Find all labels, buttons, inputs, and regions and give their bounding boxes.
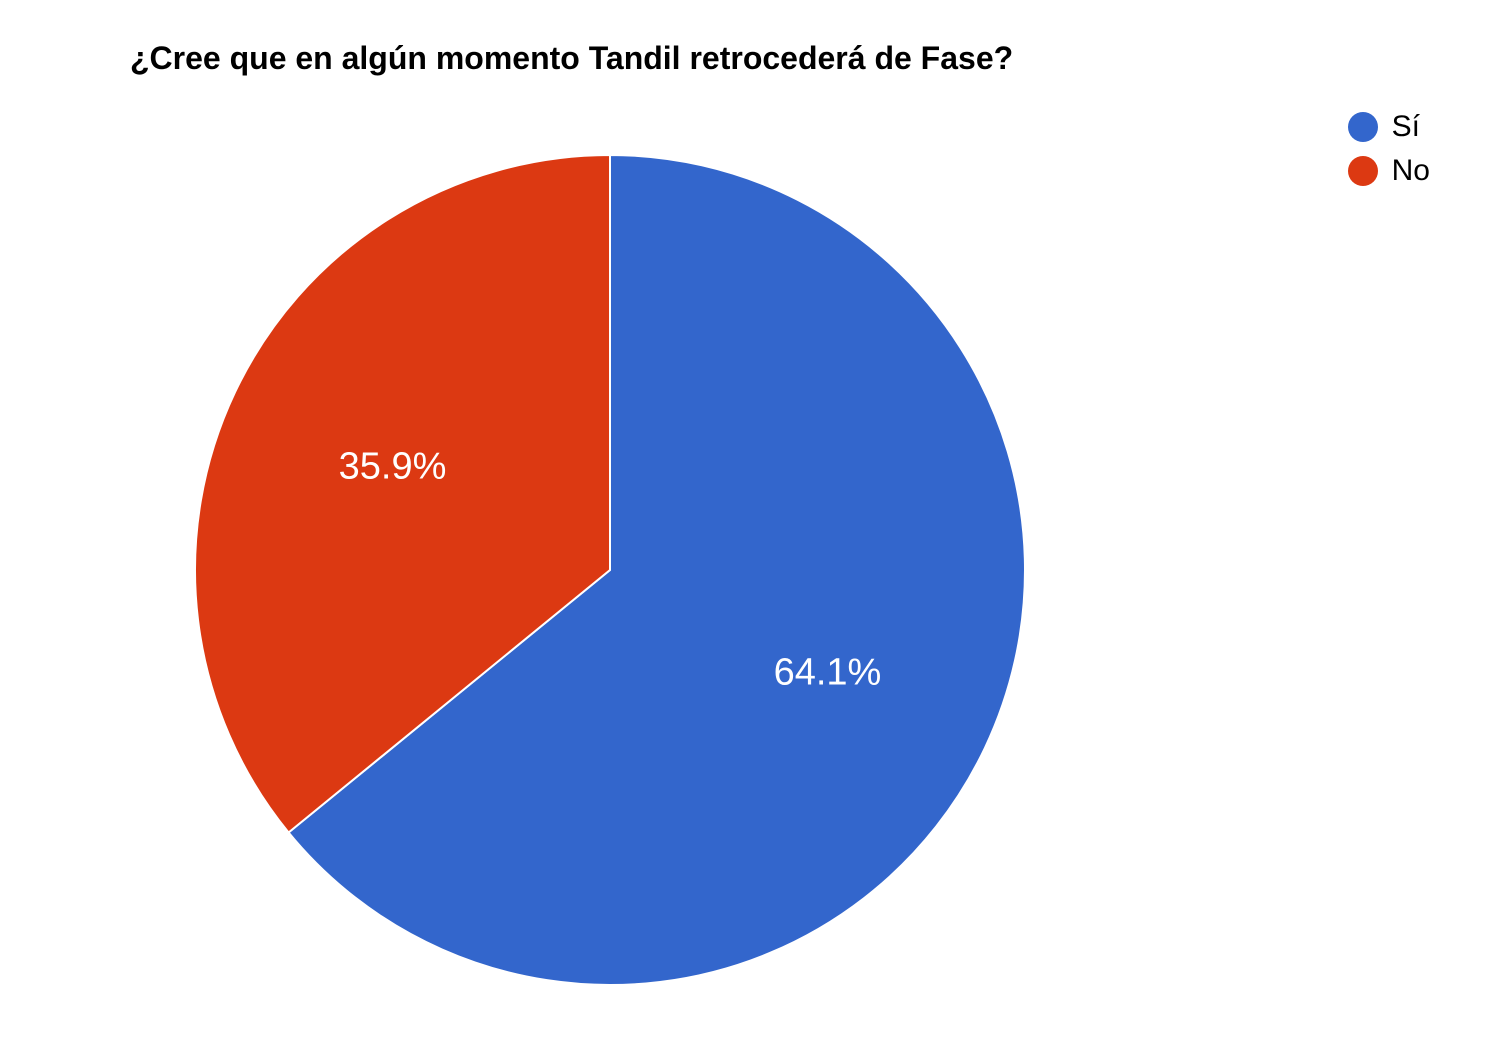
- legend-label-no: No: [1392, 154, 1430, 188]
- legend: Sí No: [1348, 110, 1430, 198]
- legend-item-no[interactable]: No: [1348, 154, 1430, 188]
- legend-swatch-si: [1348, 112, 1378, 142]
- pie-svg: [195, 155, 1025, 985]
- pie-chart: 64.1% 35.9%: [195, 155, 1025, 985]
- chart-title: ¿Cree que en algún momento Tandil retroc…: [130, 40, 1013, 77]
- legend-swatch-no: [1348, 156, 1378, 186]
- legend-label-si: Sí: [1392, 110, 1420, 144]
- chart-container: ¿Cree que en algún momento Tandil retroc…: [0, 0, 1500, 1038]
- slice-label-no: 35.9%: [339, 445, 447, 488]
- legend-item-si[interactable]: Sí: [1348, 110, 1430, 144]
- slice-label-si: 64.1%: [774, 652, 882, 695]
